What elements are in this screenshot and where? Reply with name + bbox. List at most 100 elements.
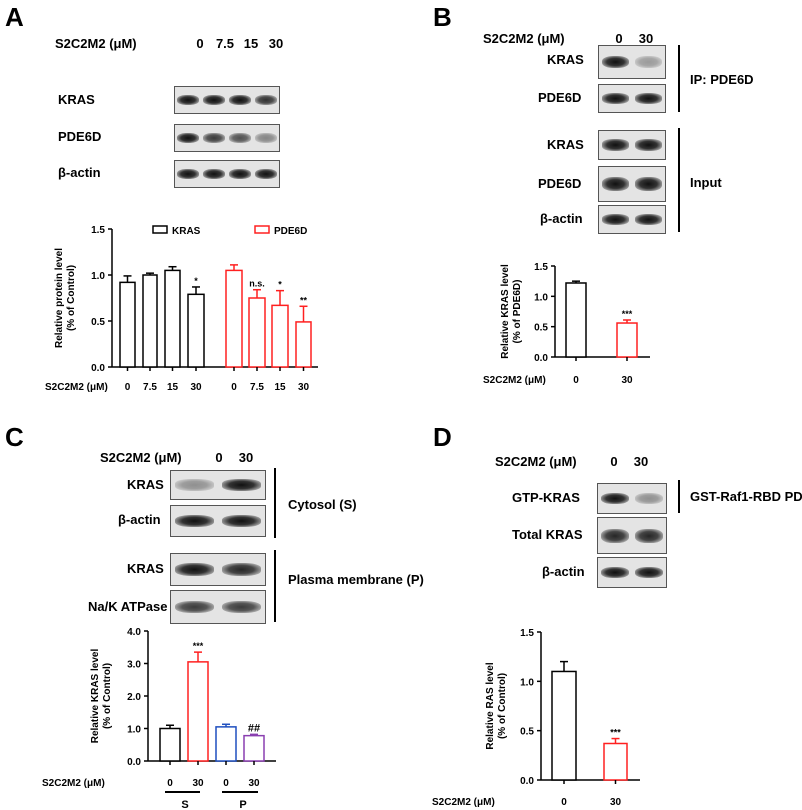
bar — [164, 269, 181, 368]
legend-label: PDE6D — [274, 226, 307, 237]
blot-label: Na/K ATPase — [88, 599, 168, 614]
blot-label: β-actin — [542, 564, 585, 579]
blot-band — [174, 563, 215, 576]
group-bracket — [678, 480, 680, 513]
blot-band — [229, 94, 251, 106]
x-tick-label: 30 — [298, 382, 310, 393]
blot-band — [601, 55, 630, 69]
y-axis-label: Relative KRAS level — [90, 649, 101, 744]
significance-label: ** — [300, 295, 308, 305]
y-axis-label: (% of PDE6D) — [512, 280, 523, 344]
blot-label: PDE6D — [538, 90, 582, 105]
bar — [119, 281, 136, 368]
y-axis-label: (% of Control) — [66, 265, 77, 331]
group-label: Input — [690, 175, 722, 190]
significance-label: * — [194, 276, 198, 286]
y-tick-label: 1.0 — [534, 292, 548, 303]
y-tick-label: 1.0 — [520, 677, 534, 688]
x-tick-label: 30 — [190, 382, 202, 393]
y-tick-label: 1.5 — [520, 628, 534, 639]
panel-a-letter: A — [5, 2, 24, 32]
blot-band — [634, 528, 664, 543]
blot-band — [203, 94, 225, 106]
bar — [616, 322, 638, 358]
y-tick-label: 0.0 — [127, 757, 141, 768]
blot-label: KRAS — [127, 477, 164, 492]
panel-c-letter: C — [5, 422, 24, 452]
panel-c-dose-label: S2C2M2 (μM) — [100, 450, 182, 465]
blot-band — [634, 566, 664, 579]
y-tick-label: 0.0 — [534, 353, 548, 364]
western-blot — [174, 86, 280, 114]
blot-band — [600, 566, 630, 579]
x-tick-label: 0 — [231, 382, 237, 393]
bar — [225, 269, 243, 368]
western-blot — [174, 124, 280, 152]
y-tick-label: 4.0 — [127, 627, 141, 638]
lane-label: 0 — [215, 450, 223, 465]
bar — [603, 742, 628, 781]
blot-band — [174, 515, 215, 527]
y-tick-label: 1.0 — [127, 725, 141, 736]
x-tick-label: 0 — [573, 375, 579, 386]
blot-band — [177, 94, 199, 106]
group-bracket — [678, 128, 680, 232]
lane-label: 0 — [615, 31, 623, 46]
blot-label: GTP-KRAS — [512, 490, 580, 505]
panel-d-letter: D — [433, 422, 452, 452]
x-tick-label: 0 — [125, 382, 131, 393]
y-axis-label: (% of Control) — [102, 663, 113, 729]
bar — [243, 734, 265, 762]
blot-band — [634, 93, 663, 104]
group-bracket — [678, 45, 680, 112]
blot-band — [221, 515, 262, 527]
blot-band — [221, 600, 262, 614]
lane-label: 30 — [268, 36, 284, 51]
western-blot — [598, 166, 666, 202]
y-tick-label: 0.5 — [520, 727, 534, 738]
x-tick-label: 0 — [223, 778, 229, 789]
blot-band — [634, 139, 663, 151]
y-axis-label: (% of Control) — [497, 673, 508, 739]
y-axis-label: Relative protein level — [54, 248, 65, 348]
x-tick-label: 30 — [621, 375, 633, 386]
bar — [248, 297, 266, 368]
blot-band — [177, 168, 199, 180]
western-blot — [598, 84, 666, 113]
y-tick-label: 1.0 — [91, 271, 105, 282]
blot-band — [229, 168, 251, 180]
x-tick-label: 15 — [167, 382, 179, 393]
bar — [551, 670, 577, 781]
blot-band — [255, 94, 277, 106]
x-axis-label: S2C2M2 (μM) — [42, 778, 105, 789]
bar — [295, 321, 312, 368]
x-tick-label: 0 — [561, 797, 567, 808]
group-label: P — [239, 799, 246, 810]
significance-label: n.s. — [249, 279, 265, 289]
western-blot — [598, 205, 666, 234]
y-tick-label: 1.5 — [534, 262, 548, 273]
bar — [271, 304, 289, 368]
y-axis-label: Relative KRAS level — [500, 264, 511, 359]
blot-band — [203, 132, 225, 144]
blot-band — [600, 528, 630, 543]
blot-band — [177, 132, 199, 144]
blot-band — [203, 168, 225, 180]
bar — [187, 661, 209, 762]
group-label: Plasma membrane (P) — [288, 572, 424, 587]
y-tick-label: 0.0 — [91, 363, 105, 374]
bar — [565, 282, 587, 358]
bar — [187, 293, 205, 368]
western-blot — [598, 130, 666, 160]
blot-band — [634, 214, 663, 225]
lane-label: 30 — [238, 450, 254, 465]
bar — [159, 727, 181, 762]
western-blot — [170, 590, 266, 624]
y-axis-label: Relative RAS level — [485, 662, 496, 749]
lane-label: 0 — [196, 36, 204, 51]
y-tick-label: 0.5 — [91, 317, 105, 328]
bar — [215, 726, 237, 762]
legend-swatch — [254, 225, 270, 234]
